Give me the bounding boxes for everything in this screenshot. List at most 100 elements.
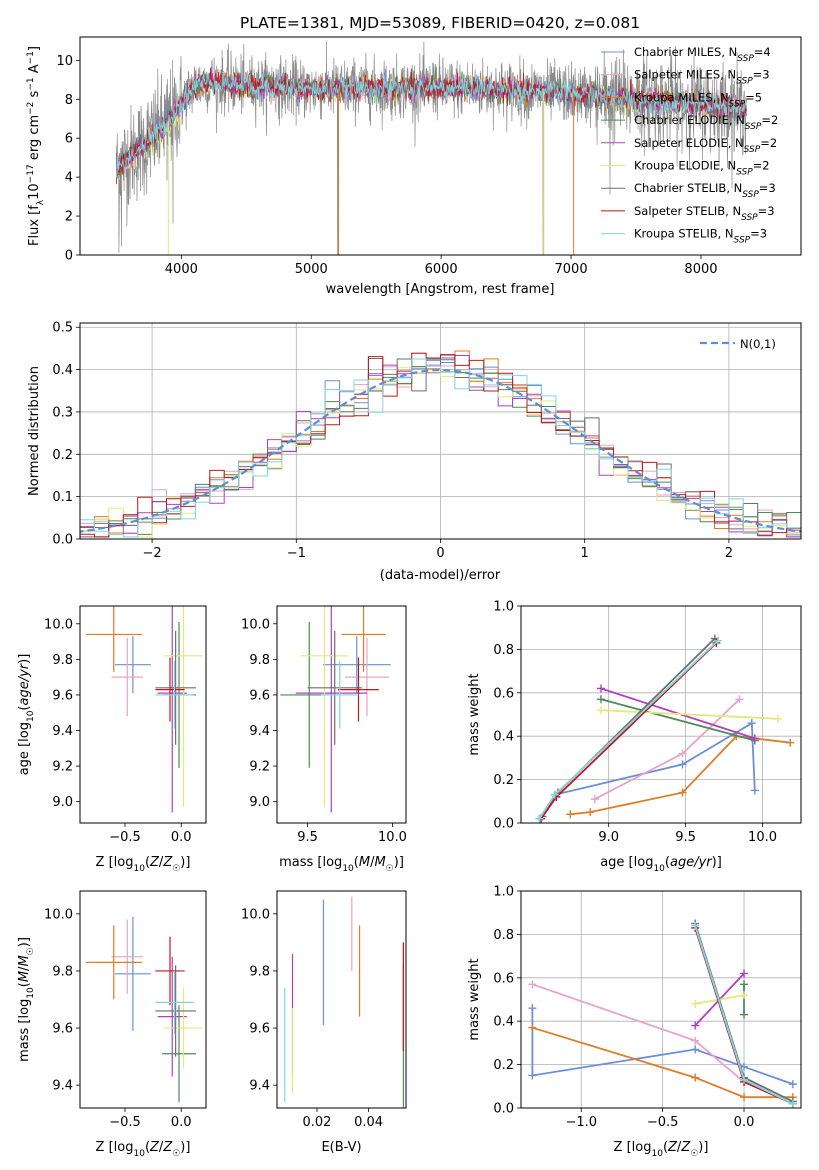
y-tick-label: 0.8 bbox=[493, 928, 514, 943]
y-tick-label: 0.6 bbox=[493, 686, 514, 701]
legend-label: Chabrier ELODIE, NSSP=2 bbox=[634, 113, 778, 132]
legend-label: Salpeter STELIB, NSSP=3 bbox=[634, 204, 775, 223]
x-tick-label: 6000 bbox=[425, 262, 458, 277]
y-tick-label: 9.4 bbox=[52, 724, 73, 739]
y-axis-label: mass [log10(M/M☉)] bbox=[17, 937, 36, 1062]
mass-weight-marker bbox=[735, 695, 744, 704]
mass-weight-marker bbox=[528, 980, 537, 989]
y-tick-label: 9.6 bbox=[249, 1022, 270, 1037]
axes-frame bbox=[276, 605, 407, 824]
x-tick-label: 9.5 bbox=[675, 830, 696, 845]
mass-weight-line bbox=[532, 983, 745, 1083]
mass-weight-marker bbox=[740, 980, 749, 989]
plot-area bbox=[116, 41, 747, 255]
y-tick-label: 0.0 bbox=[493, 1102, 514, 1117]
x-tick-label: −2 bbox=[143, 546, 162, 561]
mass-weight-marker bbox=[691, 999, 700, 1008]
x-tick-label: −1.0 bbox=[565, 1115, 597, 1130]
y-tick-label: 10.0 bbox=[44, 907, 73, 922]
y-tick-label: 9.6 bbox=[52, 688, 73, 703]
y-tick-label: 0.8 bbox=[493, 643, 514, 658]
y-axis-label: age [log10(age/yr)] bbox=[17, 654, 36, 776]
legend-label: Salpeter ELODIE, NSSP=2 bbox=[634, 136, 777, 155]
mass-weight-marker bbox=[691, 1036, 700, 1045]
legend-label: Chabrier STELIB, NSSP=3 bbox=[634, 181, 776, 200]
y-axis-label: mass weight bbox=[467, 958, 482, 1040]
x-tick-label: 5000 bbox=[295, 262, 328, 277]
mass-weight-marker bbox=[678, 788, 687, 797]
mass-weight-marker bbox=[550, 790, 559, 799]
y-tick-label: 0.3 bbox=[52, 405, 73, 420]
y-tick-label: 9.6 bbox=[52, 1022, 73, 1037]
spectrum-model-line bbox=[116, 69, 747, 177]
plot-area bbox=[85, 916, 203, 1103]
mass-weight-marker bbox=[747, 719, 756, 728]
legend-label: Kroupa MILES, NSSP=5 bbox=[634, 90, 762, 109]
mass-weight-marker bbox=[773, 714, 782, 723]
mass-weight-marker bbox=[691, 1073, 700, 1082]
mass-weight-marker bbox=[691, 921, 700, 930]
y-tick-label: 9.8 bbox=[52, 653, 73, 668]
x-axis-label: age [log10(age/yr)] bbox=[600, 855, 722, 874]
mass-weight-marker bbox=[740, 1075, 749, 1084]
mass-weight-vs-metallicity-panel: −1.0 −0.5 0.0 0.0 0.2 0.4 0.6 0.8 1.0 bbox=[493, 885, 802, 1130]
y-tick-label: 9.6 bbox=[249, 688, 270, 703]
mass-weight-line bbox=[532, 1026, 793, 1099]
plot-area bbox=[284, 896, 405, 1108]
x-axis-label: Z [log10(Z/Z☉)] bbox=[614, 1140, 709, 1159]
y-tick-label: 9.4 bbox=[52, 1079, 73, 1094]
x-tick-label: −0.5 bbox=[647, 1115, 679, 1130]
mass-weight-marker bbox=[590, 795, 599, 804]
y-tick-label: 0.1 bbox=[52, 490, 73, 505]
x-tick-label: 9.5 bbox=[297, 830, 318, 845]
x-tick-label: 10.0 bbox=[378, 830, 407, 845]
y-tick-label: 0.0 bbox=[493, 817, 514, 832]
x-tick-label: 0.02 bbox=[303, 1115, 332, 1130]
x-tick-label: 2 bbox=[725, 546, 733, 561]
y-tick-label: 0 bbox=[65, 249, 73, 264]
legend-label: Salpeter MILES, NSSP=3 bbox=[634, 68, 770, 87]
x-tick-label: 0.04 bbox=[354, 1115, 383, 1130]
mass-weight-marker bbox=[566, 810, 575, 819]
age-vs-mass-panel: 9.5 10.0 9.0 9.2 9.4 9.6 9.8 10.0 bbox=[241, 605, 407, 845]
mass-weight-line bbox=[600, 709, 778, 720]
x-tick-label: 9.0 bbox=[598, 830, 619, 845]
legend-label: Chabrier MILES, NSSP=4 bbox=[634, 45, 771, 64]
y-axis-label: Normed distribution bbox=[27, 366, 42, 496]
x-tick-label: 0.0 bbox=[171, 1115, 192, 1130]
plot-area bbox=[80, 350, 801, 538]
y-tick-label: 0.2 bbox=[493, 1058, 514, 1073]
y-tick-label: 9.8 bbox=[52, 964, 73, 979]
x-axis-label: mass [log10(M/M☉)] bbox=[279, 855, 404, 874]
mass-weight-marker bbox=[528, 1023, 537, 1032]
x-tick-label: 7000 bbox=[555, 262, 588, 277]
y-tick-label: 9.0 bbox=[52, 795, 73, 810]
mass-vs-extinction-panel: 0.02 0.04 9.4 9.6 9.8 10.0 bbox=[241, 890, 407, 1130]
legend-label: Kroupa STELIB, NSSP=3 bbox=[634, 227, 767, 246]
x-axis-label: E(B-V) bbox=[321, 1140, 361, 1155]
mass-weight-marker bbox=[788, 1099, 797, 1108]
mass-weight-marker bbox=[597, 706, 605, 715]
x-tick-label: −0.5 bbox=[109, 830, 141, 845]
x-tick-label: 8000 bbox=[684, 262, 717, 277]
mass-weight-marker bbox=[528, 1071, 537, 1080]
mass-weight-marker bbox=[750, 786, 759, 795]
mass-vs-metallicity-panel: −0.5 0.0 9.4 9.6 9.8 10.0 bbox=[44, 890, 207, 1130]
x-axis-label: Z [log10(Z/Z☉)] bbox=[96, 855, 191, 874]
y-tick-label: 8 bbox=[65, 93, 73, 108]
age-vs-metallicity-panel: −0.5 0.0 9.0 9.2 9.4 9.6 9.8 10.0 bbox=[44, 605, 207, 845]
mass-weight-marker bbox=[740, 1093, 749, 1102]
mass-weight-marker bbox=[535, 814, 544, 823]
y-tick-label: 10.0 bbox=[241, 907, 270, 922]
legend-label: Kroupa ELODIE, NSSP=2 bbox=[634, 159, 770, 178]
legend: Chabrier MILES, NSSP=4 Salpeter MILES, NS… bbox=[601, 45, 778, 246]
y-tick-label: 9.8 bbox=[249, 653, 270, 668]
mass-weight-marker bbox=[691, 1021, 700, 1030]
x-tick-label: 0.0 bbox=[171, 830, 192, 845]
y-tick-label: 2 bbox=[65, 210, 73, 225]
y-tick-label: 0.4 bbox=[52, 363, 73, 378]
x-tick-label: 4000 bbox=[165, 262, 198, 277]
y-tick-label: 1.0 bbox=[493, 600, 514, 615]
y-tick-label: 0.0 bbox=[52, 533, 73, 548]
mass-weight-marker bbox=[786, 738, 795, 747]
